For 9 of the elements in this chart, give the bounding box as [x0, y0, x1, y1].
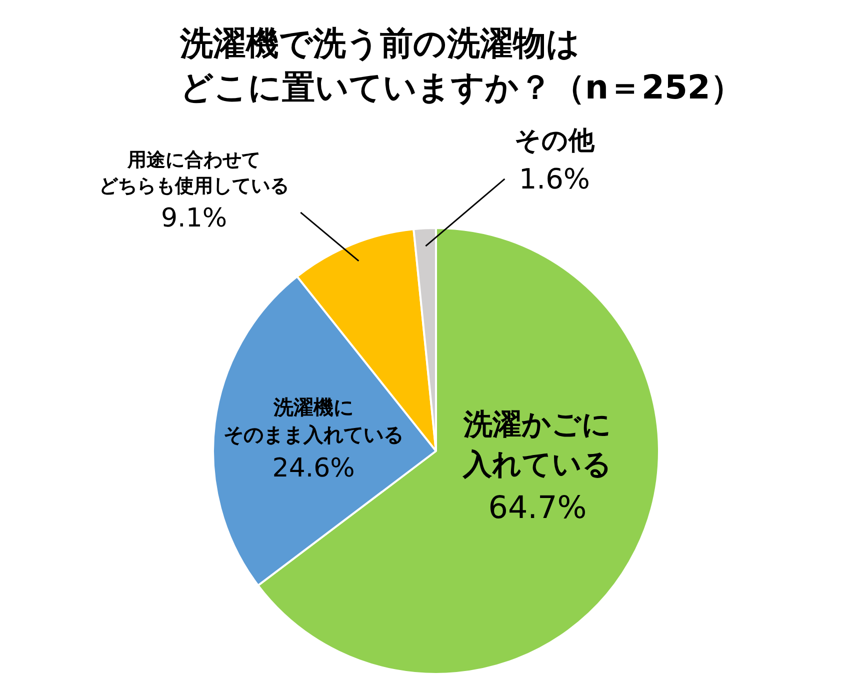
data-label: 1.6%	[518, 162, 590, 196]
slice-label: 洗濯かごに入れている	[462, 407, 612, 482]
slice-label: 洗濯機にそのまま入れている	[224, 394, 404, 447]
chart-title: 洗濯機で洗う前の洗濯物はどこに置いていますか？（n＝252）	[179, 24, 744, 107]
slice-label: その他	[514, 126, 596, 156]
data-label: 9.1%	[161, 203, 228, 234]
data-label: 64.7%	[488, 490, 587, 526]
data-label: 24.6%	[272, 453, 355, 484]
slice-label: 用途に合わせてどちらも使用している	[99, 148, 290, 197]
